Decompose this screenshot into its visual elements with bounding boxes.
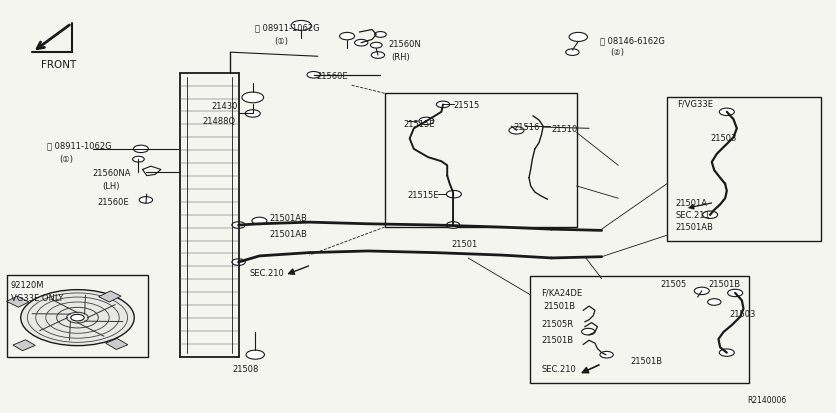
Text: 21560E: 21560E — [316, 71, 348, 81]
Text: SEC.210: SEC.210 — [249, 269, 284, 278]
Circle shape — [232, 222, 245, 228]
Text: (RH): (RH) — [391, 53, 410, 62]
Text: 21515: 21515 — [454, 101, 480, 110]
Text: F/VG33E: F/VG33E — [676, 100, 713, 109]
Bar — [530, 276, 748, 383]
Text: 92120M: 92120M — [11, 281, 44, 290]
Text: 21430: 21430 — [212, 102, 238, 111]
Circle shape — [566, 49, 579, 55]
Text: 21505: 21505 — [660, 280, 686, 289]
Circle shape — [436, 101, 450, 108]
Text: SEC.210: SEC.210 — [542, 366, 576, 375]
Bar — [105, 338, 128, 349]
Circle shape — [133, 156, 145, 162]
Text: (①): (①) — [59, 155, 73, 164]
Text: (②): (②) — [610, 48, 624, 57]
Circle shape — [702, 211, 717, 218]
Circle shape — [354, 39, 368, 46]
Text: SEC.211: SEC.211 — [675, 211, 710, 220]
Circle shape — [719, 108, 734, 116]
Bar — [667, 97, 821, 242]
Text: 21516: 21516 — [513, 123, 539, 132]
Circle shape — [446, 222, 460, 228]
Circle shape — [246, 350, 264, 359]
Text: Ⓑ 08146-6162G: Ⓑ 08146-6162G — [600, 36, 665, 45]
Circle shape — [371, 52, 385, 58]
Circle shape — [71, 314, 84, 321]
Text: 21501AB: 21501AB — [269, 230, 308, 239]
Circle shape — [140, 197, 153, 203]
Text: 21560N: 21560N — [389, 40, 421, 49]
Circle shape — [446, 190, 461, 198]
Text: 21501B: 21501B — [542, 336, 573, 345]
Circle shape — [339, 32, 354, 40]
Circle shape — [719, 349, 734, 356]
Circle shape — [370, 42, 382, 48]
Circle shape — [600, 351, 614, 358]
Circle shape — [245, 110, 260, 117]
Text: 21501AB: 21501AB — [675, 223, 713, 233]
Text: Ⓝ 08911-1062G: Ⓝ 08911-1062G — [47, 142, 111, 150]
Bar — [7, 296, 29, 307]
Text: 21515E: 21515E — [404, 120, 436, 129]
Circle shape — [252, 217, 267, 225]
Circle shape — [569, 32, 588, 41]
Circle shape — [419, 117, 434, 125]
Text: 21501B: 21501B — [631, 357, 663, 366]
Text: (LH): (LH) — [103, 182, 120, 191]
Text: 21560E: 21560E — [98, 198, 129, 207]
Text: R2140006: R2140006 — [747, 396, 787, 405]
Circle shape — [707, 299, 721, 305]
Bar — [13, 340, 35, 351]
Text: 21510: 21510 — [552, 125, 578, 134]
Text: 21488Q: 21488Q — [202, 117, 236, 126]
Text: 21515E: 21515E — [407, 191, 439, 200]
Text: 21508: 21508 — [232, 366, 259, 375]
Text: 21501A: 21501A — [675, 199, 707, 208]
Text: 21503: 21503 — [729, 310, 756, 319]
Text: F/KA24DE: F/KA24DE — [542, 288, 583, 297]
Text: 21501AB: 21501AB — [269, 214, 308, 223]
Circle shape — [291, 21, 311, 30]
Text: 21501: 21501 — [451, 240, 477, 249]
Circle shape — [582, 328, 595, 335]
Circle shape — [727, 289, 742, 297]
Bar — [99, 291, 121, 302]
Bar — [8, 275, 148, 357]
Text: FRONT: FRONT — [41, 59, 76, 69]
Circle shape — [21, 290, 135, 346]
Circle shape — [232, 259, 245, 266]
Text: (①): (①) — [274, 37, 288, 46]
Text: 21560NA: 21560NA — [93, 169, 131, 178]
Bar — [385, 93, 577, 227]
Circle shape — [242, 92, 263, 103]
Text: 21505R: 21505R — [542, 320, 573, 329]
Circle shape — [307, 71, 320, 78]
Text: 21501B: 21501B — [708, 280, 741, 289]
Circle shape — [694, 287, 709, 294]
Text: Ⓝ 08911-1062G: Ⓝ 08911-1062G — [255, 23, 320, 32]
Text: 21501B: 21501B — [543, 302, 575, 311]
Circle shape — [509, 127, 524, 134]
Text: VG33E ONLY: VG33E ONLY — [11, 294, 63, 303]
Text: 21503: 21503 — [710, 134, 737, 143]
Circle shape — [375, 31, 386, 37]
Circle shape — [134, 145, 149, 152]
